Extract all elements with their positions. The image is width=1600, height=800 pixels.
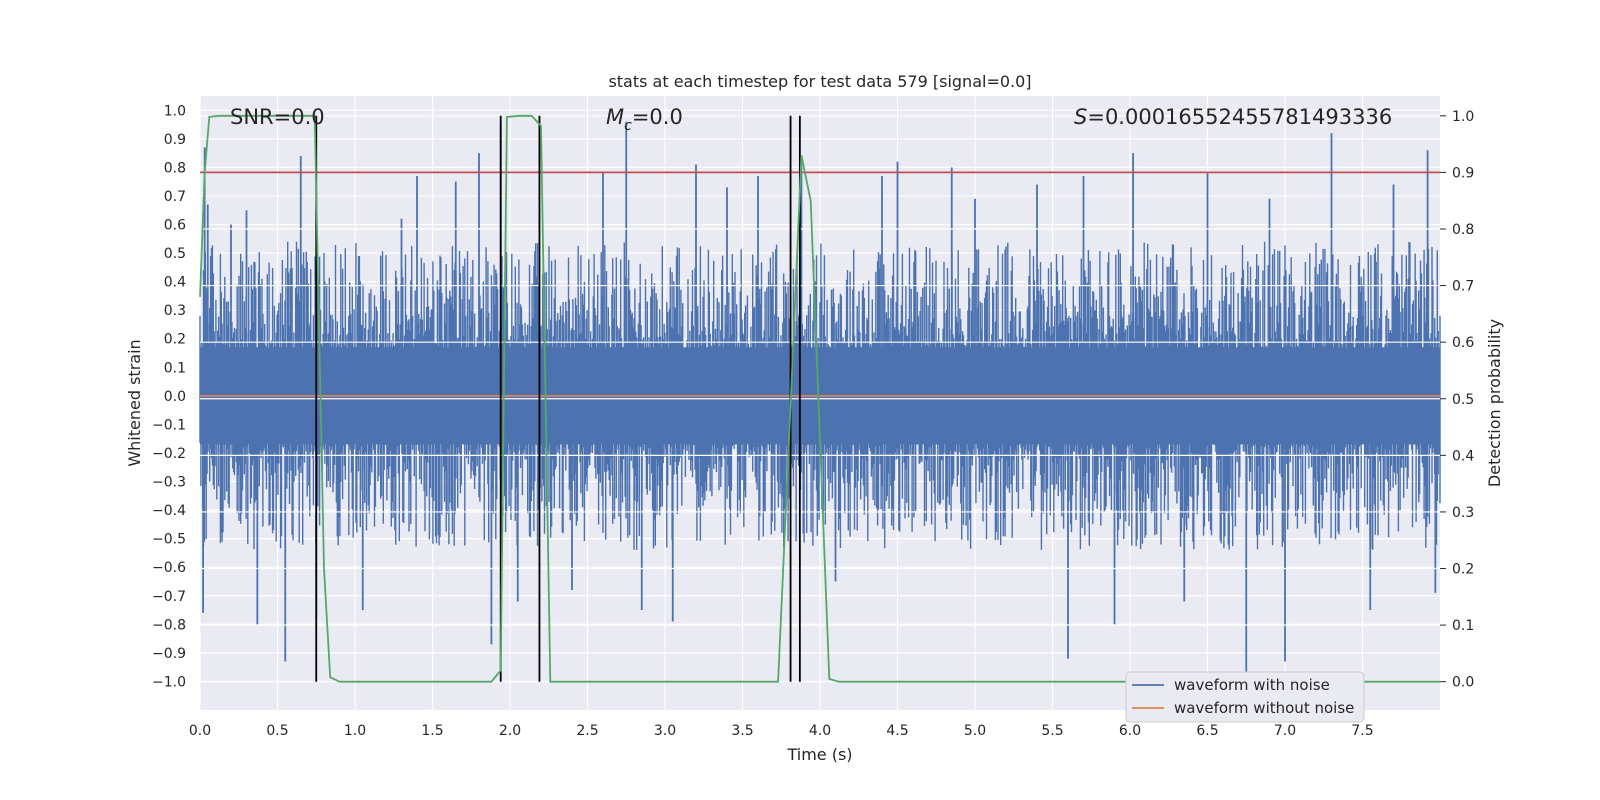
y2-tick-label: 0.1 — [1452, 618, 1474, 634]
y-tick-label: 0.5 — [164, 246, 186, 262]
y-tick-label: 1.0 — [164, 103, 186, 119]
y-axis-label: Whitened strain — [125, 339, 144, 466]
y-tick-label: −0.4 — [152, 503, 186, 519]
detection-probability-series — [199, 114, 1440, 683]
s-symbol: S — [1074, 105, 1087, 129]
y2-tick-label: 0.8 — [1452, 222, 1474, 238]
y2-tick-label: 0.4 — [1452, 448, 1474, 464]
x-tick-label: 6.5 — [1196, 723, 1218, 739]
y-tick-label: 0.3 — [164, 303, 186, 319]
x-tick-label: 1.0 — [344, 723, 366, 739]
y2-tick-label: 0.3 — [1452, 505, 1474, 521]
y2-axis-label: Detection probability — [1485, 319, 1504, 487]
x-tick-label: 2.5 — [576, 723, 598, 739]
y-tick-label: −0.8 — [152, 617, 186, 633]
y2-axis-ticks: 1.0 0.9 0.8 0.7 0.6 0.5 0.4 0.3 0.2 0.1 0.0 — [1440, 109, 1474, 691]
x-tick-label: 3.0 — [654, 723, 676, 739]
y-tick-label: −0.6 — [152, 560, 186, 576]
s-annotation: S=0.00016552455781493336 — [1074, 105, 1392, 129]
x-tick-label: 4.0 — [809, 723, 831, 739]
x-tick-label: 0.5 — [266, 723, 288, 739]
y-tick-label: −0.3 — [152, 475, 186, 491]
legend-label-clean: waveform without noise — [1174, 699, 1354, 717]
x-tick-label: 7.0 — [1274, 723, 1296, 739]
x-tick-label: 6.0 — [1119, 723, 1141, 739]
x-tick-label: 5.0 — [964, 723, 986, 739]
y-tick-label: −0.9 — [152, 646, 186, 662]
y-tick-label: 0.1 — [164, 360, 186, 376]
y-tick-label: −0.2 — [152, 446, 186, 462]
x-tick-label: 5.5 — [1041, 723, 1063, 739]
y-tick-label: −0.5 — [152, 532, 186, 548]
legend: waveform with noise waveform without noi… — [1125, 671, 1365, 723]
x-axis-label: Time (s) — [786, 745, 852, 764]
x-tick-label: 3.5 — [731, 723, 753, 739]
chart-title: stats at each timestep for test data 579… — [608, 72, 1031, 91]
y-tick-label: −0.1 — [152, 417, 186, 433]
y2-tick-label: 0.7 — [1452, 279, 1474, 295]
legend-box — [1125, 671, 1365, 723]
y-tick-label: 0.7 — [164, 189, 186, 205]
chirp-mass-value: =0.0 — [632, 105, 683, 129]
y2-tick-label: 0.9 — [1452, 165, 1474, 181]
y2-tick-label: 0.6 — [1452, 335, 1474, 351]
y-tick-label: 0.4 — [164, 275, 186, 291]
chirp-mass-subscript: c — [624, 118, 632, 134]
y-tick-label: −0.7 — [152, 589, 186, 605]
x-tick-label: 7.5 — [1351, 723, 1373, 739]
x-axis-ticks: 0.0 0.5 1.0 1.5 2.0 2.5 3.0 3.5 4.0 4.5 5.0 5.5 6.0 6… — [189, 723, 1374, 739]
y2-tick-label: 1.0 — [1452, 109, 1474, 125]
x-tick-label: 2.0 — [499, 723, 521, 739]
y-tick-label: 0.6 — [164, 218, 186, 234]
chirp-mass-symbol: M — [606, 105, 624, 129]
y2-tick-label: 0.5 — [1452, 392, 1474, 408]
chirp-mass-annotation: Mc=0.0 — [606, 105, 683, 134]
snr-annotation: SNR=0.0 — [230, 105, 325, 129]
y-tick-label: 0.8 — [164, 160, 186, 176]
y-axis-ticks: 1.0 0.9 0.8 0.7 0.6 0.5 0.4 0.3 0.2 0.1 0.0 −0.1 −0.… — [152, 103, 186, 690]
x-tick-label: 4.5 — [886, 723, 908, 739]
detection-probability-line — [199, 114, 1440, 683]
x-tick-label: 0.0 — [189, 723, 211, 739]
y-tick-label: −1.0 — [152, 674, 186, 690]
x-tick-label: 1.5 — [421, 723, 443, 739]
legend-label-noise: waveform with noise — [1174, 676, 1330, 694]
y-tick-label: 0.2 — [164, 332, 186, 348]
y2-tick-label: 0.2 — [1452, 562, 1474, 578]
s-value: =0.00016552455781493336 — [1087, 105, 1392, 129]
y2-tick-label: 0.0 — [1452, 675, 1474, 691]
noise-trace — [199, 241, 1441, 550]
y-tick-label: 0.0 — [164, 389, 186, 405]
y-tick-label: 0.9 — [164, 132, 186, 148]
